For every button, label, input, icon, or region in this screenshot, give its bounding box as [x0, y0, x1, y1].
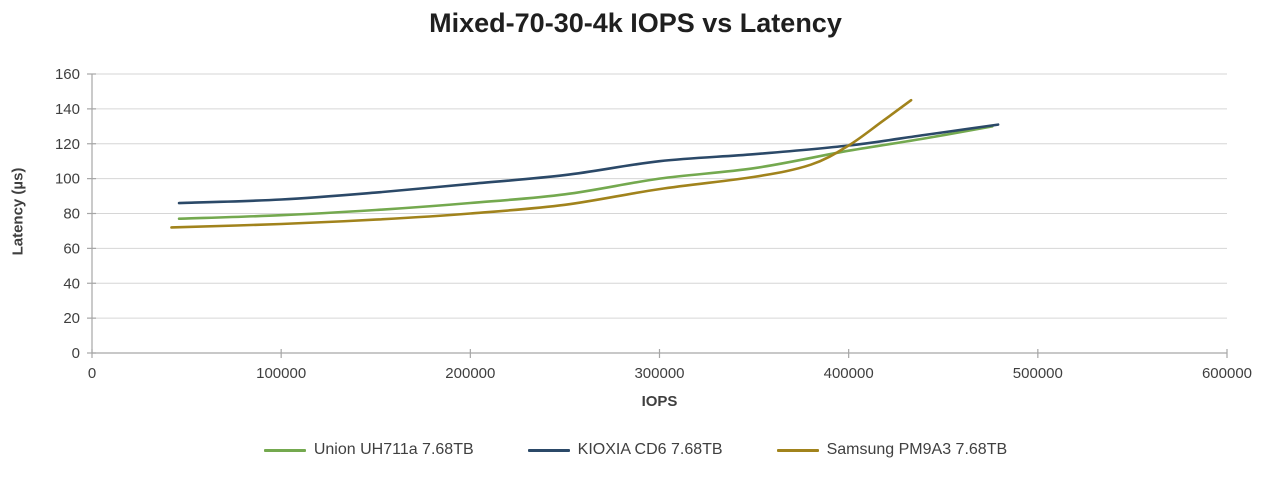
legend-item-union: Union UH711a 7.68TB: [263, 441, 474, 459]
y-axis-title: Latency (µs): [9, 167, 27, 256]
x-axis-title: IOPS: [641, 393, 678, 410]
series-line-samsung: [170, 98, 913, 229]
legend-swatch-union: [263, 448, 306, 452]
legend-swatch-samsung: [776, 448, 819, 452]
y-tick-label-40: 40: [63, 275, 80, 292]
x-tick-label-600000: 600000: [1202, 365, 1252, 382]
legend-label-samsung: Samsung PM9A3 7.68TB: [826, 441, 1008, 458]
y-tick-label-0: 0: [72, 345, 80, 362]
series-line-union: [177, 125, 994, 221]
legend-item-kioxia: KIOXIA CD6 7.68TB: [527, 441, 723, 459]
x-tick-label-400000: 400000: [824, 365, 874, 382]
x-tick-label-200000: 200000: [445, 365, 495, 382]
x-tick-label-0: 0: [88, 365, 96, 382]
y-tick-label-20: 20: [63, 310, 80, 327]
y-tick-label-120: 120: [55, 136, 80, 153]
y-tick-label-100: 100: [55, 171, 80, 188]
legend-swatch-kioxia: [527, 448, 570, 452]
series-line-kioxia: [177, 123, 1000, 205]
y-tick-label-80: 80: [63, 206, 80, 223]
y-tick-label-160: 160: [55, 66, 80, 83]
legend-item-samsung: Samsung PM9A3 7.68TB: [776, 441, 1008, 459]
legend-label-kioxia: KIOXIA CD6 7.68TB: [577, 441, 723, 458]
chart-title: Mixed-70-30-4k IOPS vs Latency: [429, 8, 842, 38]
legend-label-union: Union UH711a 7.68TB: [313, 441, 474, 458]
x-tick-label-300000: 300000: [634, 365, 684, 382]
y-tick-label-60: 60: [63, 240, 80, 257]
y-tick-label-140: 140: [55, 101, 80, 118]
legend: Union UH711a 7.68TB KIOXIA CD6 7.68TB Sams…: [0, 441, 1271, 459]
x-tick-label-100000: 100000: [256, 365, 306, 382]
x-tick-label-500000: 500000: [1013, 365, 1063, 382]
